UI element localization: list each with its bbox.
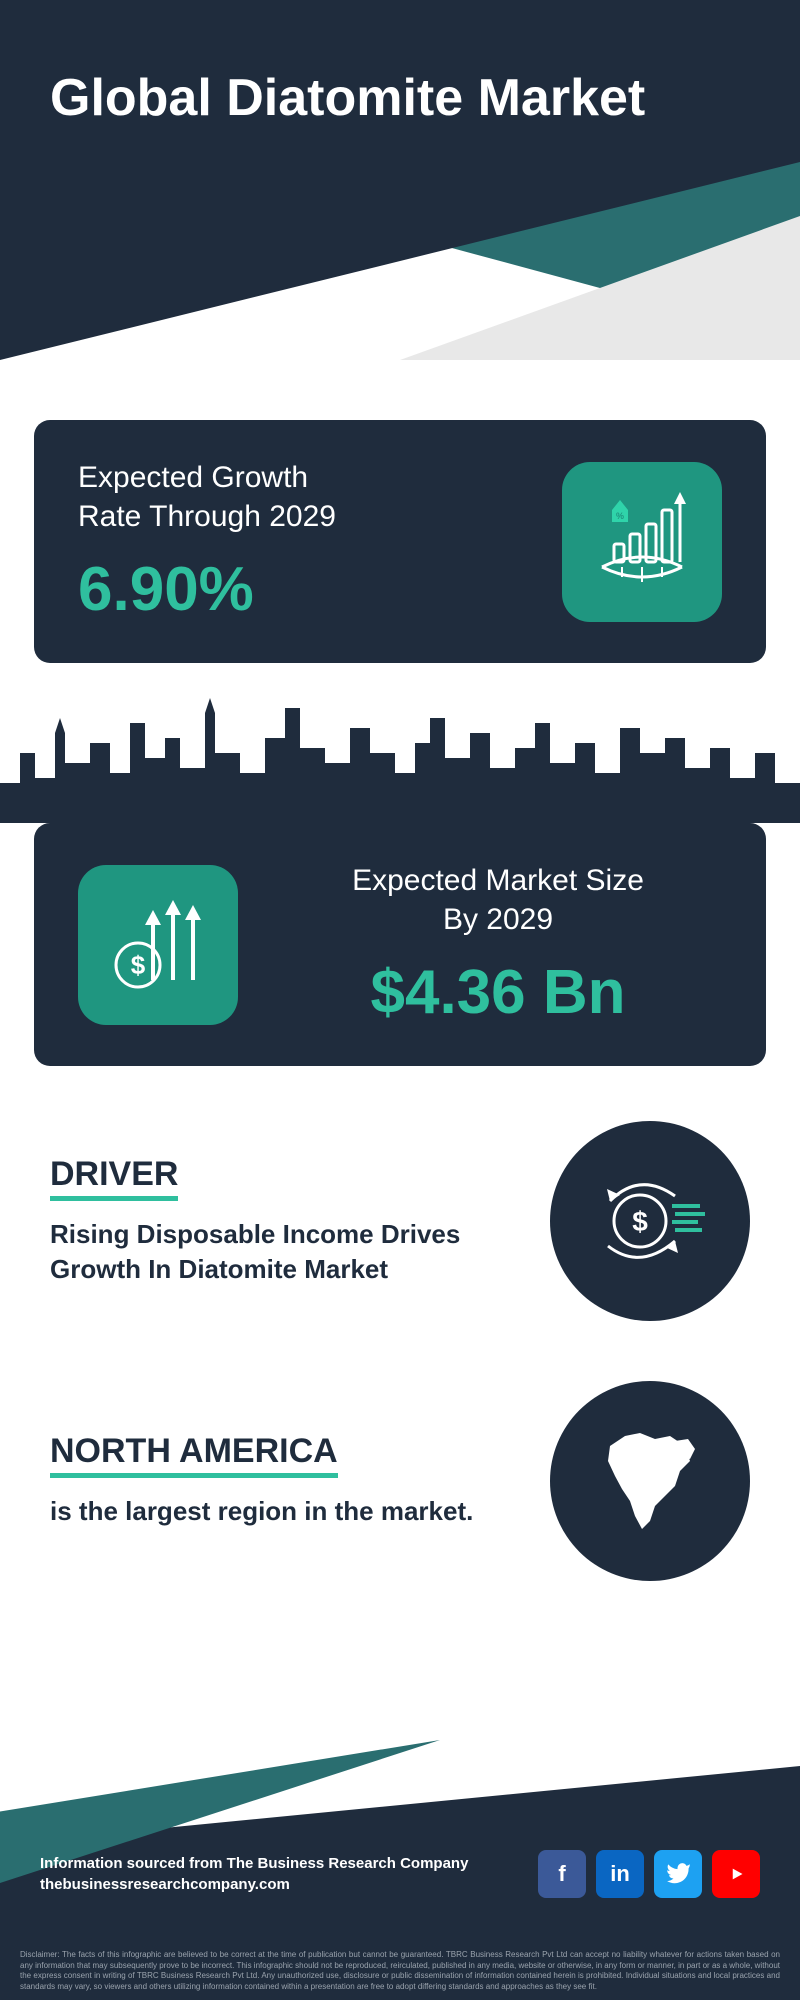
youtube-icon[interactable] [712, 1850, 760, 1898]
region-text-block: NORTH AMERICA is the largest region in t… [50, 1432, 550, 1529]
region-heading: NORTH AMERICA [50, 1432, 338, 1478]
market-size-text: Expected Market Size By 2029 $4.36 Bn [274, 861, 722, 1028]
driver-subtext: Rising Disposable Income Drives Growth I… [50, 1217, 520, 1287]
driver-heading: DRIVER [50, 1155, 178, 1201]
growth-rate-card: Expected Growth Rate Through 2029 6.90% … [34, 420, 766, 663]
region-subtext: is the largest region in the market. [50, 1494, 520, 1529]
driver-text-block: DRIVER Rising Disposable Income Drives G… [50, 1155, 550, 1287]
header-banner: Global Diatomite Market [0, 0, 800, 360]
dollar-cycle-icon: $ [550, 1121, 750, 1321]
growth-rate-label: Expected Growth Rate Through 2029 [78, 458, 336, 536]
footer-content: Information sourced from The Business Re… [40, 1850, 760, 1898]
north-america-map-icon [550, 1381, 750, 1581]
growth-chart-icon: % [562, 462, 722, 622]
source-line-2: thebusinessresearchcompany.com [40, 1876, 290, 1893]
growth-rate-value: 6.90% [78, 554, 336, 625]
growth-rate-label-1: Expected Growth [78, 461, 308, 494]
source-line-1: Information sourced from The Business Re… [40, 1855, 468, 1872]
facebook-icon[interactable]: f [538, 1850, 586, 1898]
linkedin-icon[interactable]: in [596, 1850, 644, 1898]
footer-banner: Information sourced from The Business Re… [0, 1740, 800, 2000]
twitter-icon[interactable] [654, 1850, 702, 1898]
svg-text:%: % [616, 511, 624, 521]
info-sections: DRIVER Rising Disposable Income Drives G… [50, 1121, 750, 1581]
dollar-arrows-svg: $ [98, 885, 218, 1005]
dollar-arrows-icon: $ [78, 865, 238, 1025]
market-size-label-1: Expected Market Size [352, 864, 644, 897]
svg-text:$: $ [131, 950, 146, 980]
market-size-label-2: By 2029 [443, 903, 553, 936]
dollar-cycle-svg: $ [580, 1151, 720, 1291]
disclaimer-text: Disclaimer: The facts of this infographi… [20, 1950, 780, 1992]
market-size-card: $ Expected Market Size By 2029 $4.36 Bn [34, 823, 766, 1066]
north-america-svg [580, 1411, 720, 1551]
driver-row: DRIVER Rising Disposable Income Drives G… [50, 1121, 750, 1321]
growth-rate-label-2: Rate Through 2029 [78, 500, 336, 533]
growth-rate-text: Expected Growth Rate Through 2029 6.90% [78, 458, 336, 625]
market-size-label: Expected Market Size By 2029 [274, 861, 722, 939]
market-size-value: $4.36 Bn [274, 957, 722, 1028]
city-skyline-divider [0, 693, 800, 823]
growth-chart-svg: % [582, 482, 702, 602]
page-title: Global Diatomite Market [50, 70, 750, 127]
social-icons: f in [538, 1850, 760, 1898]
source-attribution: Information sourced from The Business Re… [40, 1853, 468, 1895]
region-row: NORTH AMERICA is the largest region in t… [50, 1381, 750, 1581]
svg-text:$: $ [632, 1206, 648, 1237]
